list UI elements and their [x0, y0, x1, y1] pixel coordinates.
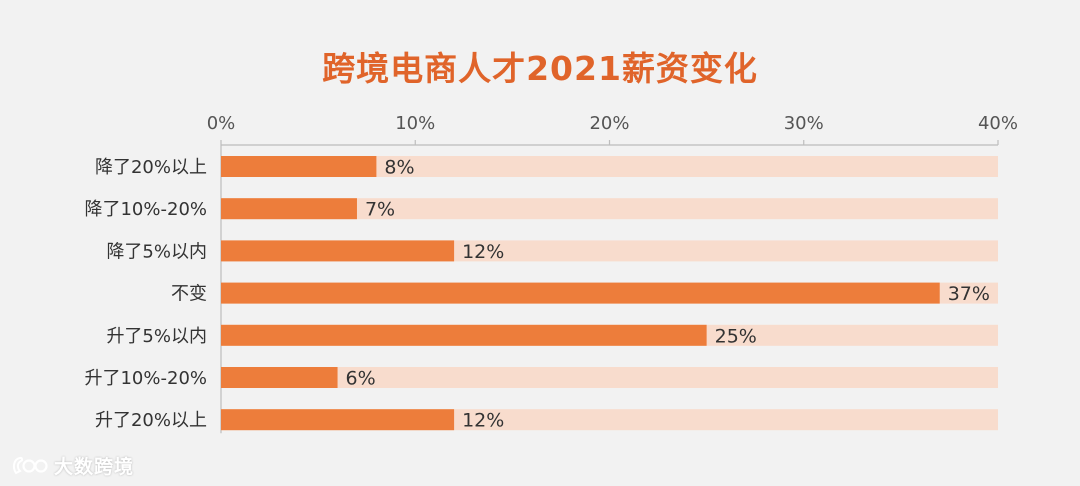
- data-label: 12%: [462, 241, 504, 263]
- x-tick-label: 10%: [395, 113, 435, 134]
- x-tick-label: 20%: [589, 113, 629, 134]
- bar: [221, 240, 455, 262]
- category-label: 升了5%以内: [106, 326, 207, 347]
- data-label: 6%: [346, 368, 376, 390]
- bar: [221, 198, 357, 220]
- category-label: 不变: [171, 284, 207, 305]
- bar-track: [221, 198, 998, 220]
- category-label: 降了10%-20%: [84, 199, 207, 220]
- data-label: 7%: [365, 199, 395, 221]
- category-label: 降了5%以内: [106, 241, 207, 262]
- bar: [221, 282, 940, 304]
- x-tick-label: 30%: [784, 113, 824, 134]
- chart-title: 跨境电商人才2021薪资变化: [322, 49, 758, 88]
- data-label: 37%: [948, 283, 990, 305]
- data-label: 25%: [715, 325, 757, 347]
- logo-icon: [12, 456, 48, 474]
- watermark: 大数跨境: [10, 452, 134, 479]
- data-label: 12%: [462, 410, 504, 432]
- category-label: 降了20%以上: [95, 157, 207, 178]
- bar: [221, 324, 707, 346]
- x-tick-label: 40%: [978, 113, 1018, 134]
- bar: [221, 409, 455, 431]
- bar-track: [221, 156, 998, 177]
- category-label: 升了20%以上: [95, 410, 207, 431]
- bar-track: [221, 367, 998, 388]
- bar: [221, 367, 338, 388]
- bar: [221, 156, 377, 177]
- data-label: 8%: [384, 157, 414, 179]
- category-label: 升了10%-20%: [84, 368, 207, 389]
- x-tick-label: 0%: [207, 113, 236, 134]
- watermark-text: 大数跨境: [54, 456, 135, 478]
